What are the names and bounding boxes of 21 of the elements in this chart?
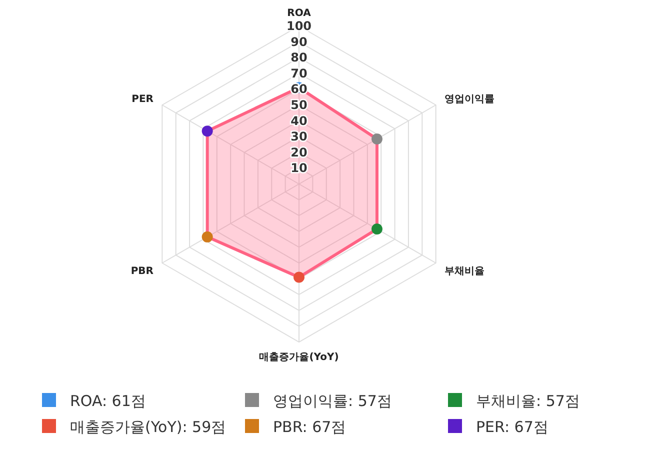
spoke-label: 매출증가율(YoY) — [259, 352, 339, 363]
y-tick-label: 90 — [290, 34, 308, 49]
spoke-label: 영업이익률 — [444, 94, 494, 105]
text: 부채비율: 57점 — [476, 392, 580, 410]
text: 영업이익률: 57점 — [273, 392, 392, 410]
spoke-label: ROA — [287, 8, 312, 19]
y-tick-label: 50 — [290, 98, 308, 112]
y-tick-label: 20 — [290, 145, 308, 160]
spoke-label: PER — [132, 94, 154, 105]
text: PER: 67점 — [476, 418, 548, 436]
y-tick-label: 40 — [290, 114, 308, 128]
text: ROA: 61점 — [70, 392, 146, 410]
y-tick-label: 70 — [290, 66, 308, 80]
spoke-label: PBR — [130, 266, 154, 277]
y-tick-label: 30 — [290, 130, 308, 144]
y-tick-label: 10 — [290, 161, 308, 176]
text: 매출증가율(YoY): 59점 — [70, 418, 226, 436]
y-tick-label: 100 — [286, 19, 312, 33]
y-tick-label: 80 — [290, 50, 308, 65]
spoke-label: 부채비율 — [444, 266, 484, 277]
text: PBR: 67점 — [273, 418, 346, 436]
